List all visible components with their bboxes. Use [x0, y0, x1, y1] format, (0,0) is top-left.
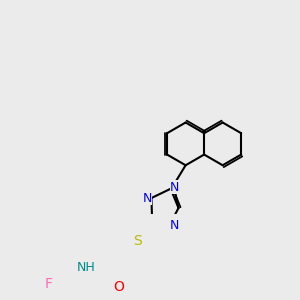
Text: O: O [113, 280, 124, 294]
Text: N: N [169, 219, 179, 232]
Text: F: F [44, 277, 52, 291]
Text: S: S [133, 234, 142, 248]
Text: N: N [142, 191, 152, 205]
Text: N: N [170, 181, 180, 194]
Text: NH: NH [76, 261, 95, 274]
